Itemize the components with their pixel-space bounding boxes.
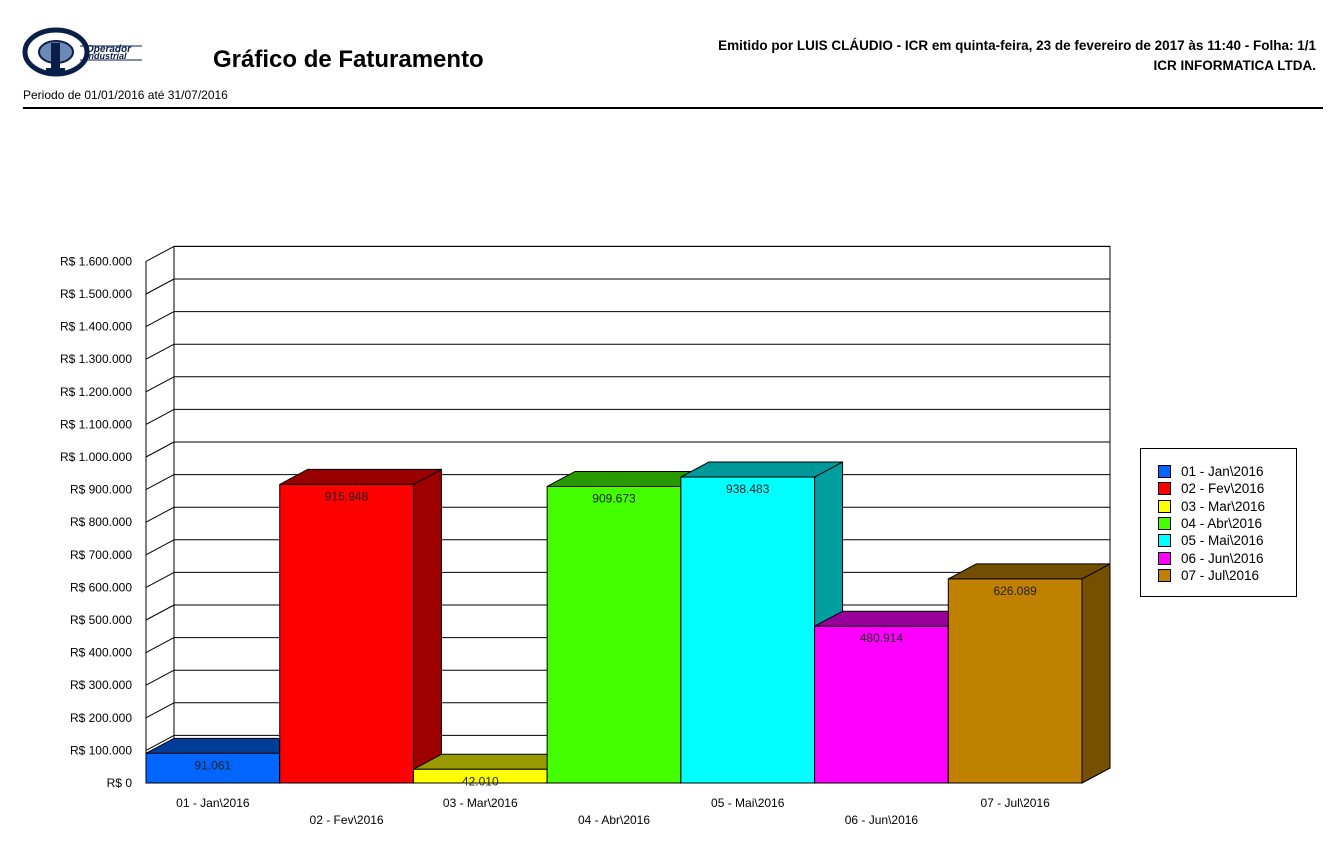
legend-swatch (1158, 499, 1171, 513)
legend-item: 06 - Jun\2016 (1158, 550, 1264, 567)
legend-item: 05 - Mai\2016 (1158, 532, 1264, 549)
bar-top (948, 563, 1111, 580)
y-tick-label: R$ 1.600.000 (60, 254, 132, 268)
data-label: 42.010 (462, 774, 499, 788)
data-label: 909.673 (592, 491, 636, 505)
data-label: 480.914 (860, 631, 904, 645)
y-tick-label: R$ 1.200.000 (60, 385, 132, 399)
y-tick-label: R$ 1.000.000 (60, 450, 132, 464)
y-tick-label: R$ 200.000 (70, 711, 132, 725)
gridline-side (145, 311, 175, 328)
gridline-side (145, 571, 175, 588)
period-text: Periodo de 01/01/2016 até 31/07/2016 (23, 88, 228, 102)
data-label: 91.061 (195, 758, 232, 772)
legend-swatch (1158, 534, 1171, 548)
legend-label: 05 - Mai\2016 (1181, 533, 1264, 549)
bar (947, 578, 1083, 784)
y-tick-label: R$ 900.000 (70, 483, 132, 497)
x-category-label: 06 - Jun\2016 (845, 813, 919, 827)
gridline-side (145, 474, 175, 491)
legend-swatch (1158, 482, 1171, 496)
bar (279, 483, 414, 784)
header-divider (23, 107, 1323, 109)
legend-item: 02 - Fev\2016 (1158, 480, 1264, 497)
gridline-side (145, 604, 175, 621)
y-tick-label: R$ 1.300.000 (60, 352, 132, 366)
legend-item: 07 - Jul\2016 (1158, 567, 1259, 584)
bar-side (412, 468, 442, 784)
x-category-label: 04 - Abr\2016 (578, 813, 650, 827)
gridline-side (145, 506, 175, 523)
x-category-label: 05 - Mai\2016 (711, 796, 785, 810)
legend-swatch (1158, 551, 1171, 565)
gridline-side (145, 734, 175, 751)
bar-side (1081, 563, 1111, 784)
legend-swatch (1158, 516, 1171, 530)
data-label: 938.483 (726, 482, 770, 496)
bar (145, 752, 281, 784)
legend-item: 03 - Mar\2016 (1158, 498, 1265, 515)
x-category-label: 07 - Jul\2016 (980, 796, 1050, 810)
y-tick-label: R$ 1.500.000 (60, 287, 132, 301)
y-tick-label: R$ 400.000 (70, 646, 132, 660)
x-category-label: 02 - Fev\2016 (310, 813, 384, 827)
gridline-side (145, 278, 175, 295)
y-tick-label: R$ 1.100.000 (60, 417, 132, 431)
gridline-side (145, 245, 175, 262)
y-tick-label: R$ 100.000 (70, 743, 132, 757)
gridline-side (145, 441, 175, 458)
report-title: Gráfico de Faturamento (213, 46, 484, 73)
company-logo: Operador Industrial (22, 27, 142, 77)
gridline-side (145, 539, 175, 556)
gridline-side (145, 343, 175, 360)
y-tick-label: R$ 300.000 (70, 678, 132, 692)
legend-label: 06 - Jun\2016 (1181, 550, 1264, 566)
company-name: ICR INFORMATICA LTDA. (1153, 58, 1316, 73)
y-tick-label: R$ 500.000 (70, 613, 132, 627)
chart-legend: 01 - Jan\2016 02 - Fev\2016 03 - Mar\2016 0… (1140, 448, 1297, 597)
legend-label: 03 - Mar\2016 (1181, 498, 1266, 514)
x-category-label: 01 - Jan\2016 (176, 796, 250, 810)
bar (814, 625, 949, 784)
gridline-side (145, 408, 175, 425)
bar-top (279, 468, 442, 485)
svg-text:Operador: Operador (86, 44, 132, 55)
gridline-side (145, 702, 175, 719)
gridline-side (145, 376, 175, 393)
y-tick-label: R$ 0 (107, 776, 133, 790)
legend-label: 04 - Abr\2016 (1181, 515, 1263, 531)
gridline-side (145, 637, 175, 654)
data-label: 626.089 (993, 584, 1037, 598)
legend-label: 02 - Fev\2016 (1181, 481, 1265, 497)
bar (546, 485, 682, 784)
legend-item: 04 - Abr\2016 (1158, 515, 1262, 532)
bar-top (680, 461, 843, 478)
gridline-side (145, 669, 175, 686)
y-tick-label: R$ 700.000 (70, 548, 132, 562)
y-tick-label: R$ 800.000 (70, 515, 132, 529)
bar (680, 476, 816, 784)
legend-swatch (1158, 568, 1171, 582)
data-label: 915.948 (325, 489, 369, 503)
legend-item: 01 - Jan\2016 (1158, 463, 1264, 480)
x-category-label: 03 - Mar\2016 (443, 796, 518, 810)
y-tick-label: R$ 600.000 (70, 580, 132, 594)
legend-label: 07 - Jul\2016 (1181, 567, 1260, 583)
emitted-by-text: Emitido por LUIS CLÁUDIO - ICR em quinta… (718, 38, 1316, 53)
y-tick-label: R$ 1.400.000 (60, 320, 132, 334)
legend-label: 01 - Jan\2016 (1181, 464, 1264, 479)
legend-swatch (1158, 465, 1171, 478)
svg-text:Industrial: Industrial (86, 51, 127, 61)
